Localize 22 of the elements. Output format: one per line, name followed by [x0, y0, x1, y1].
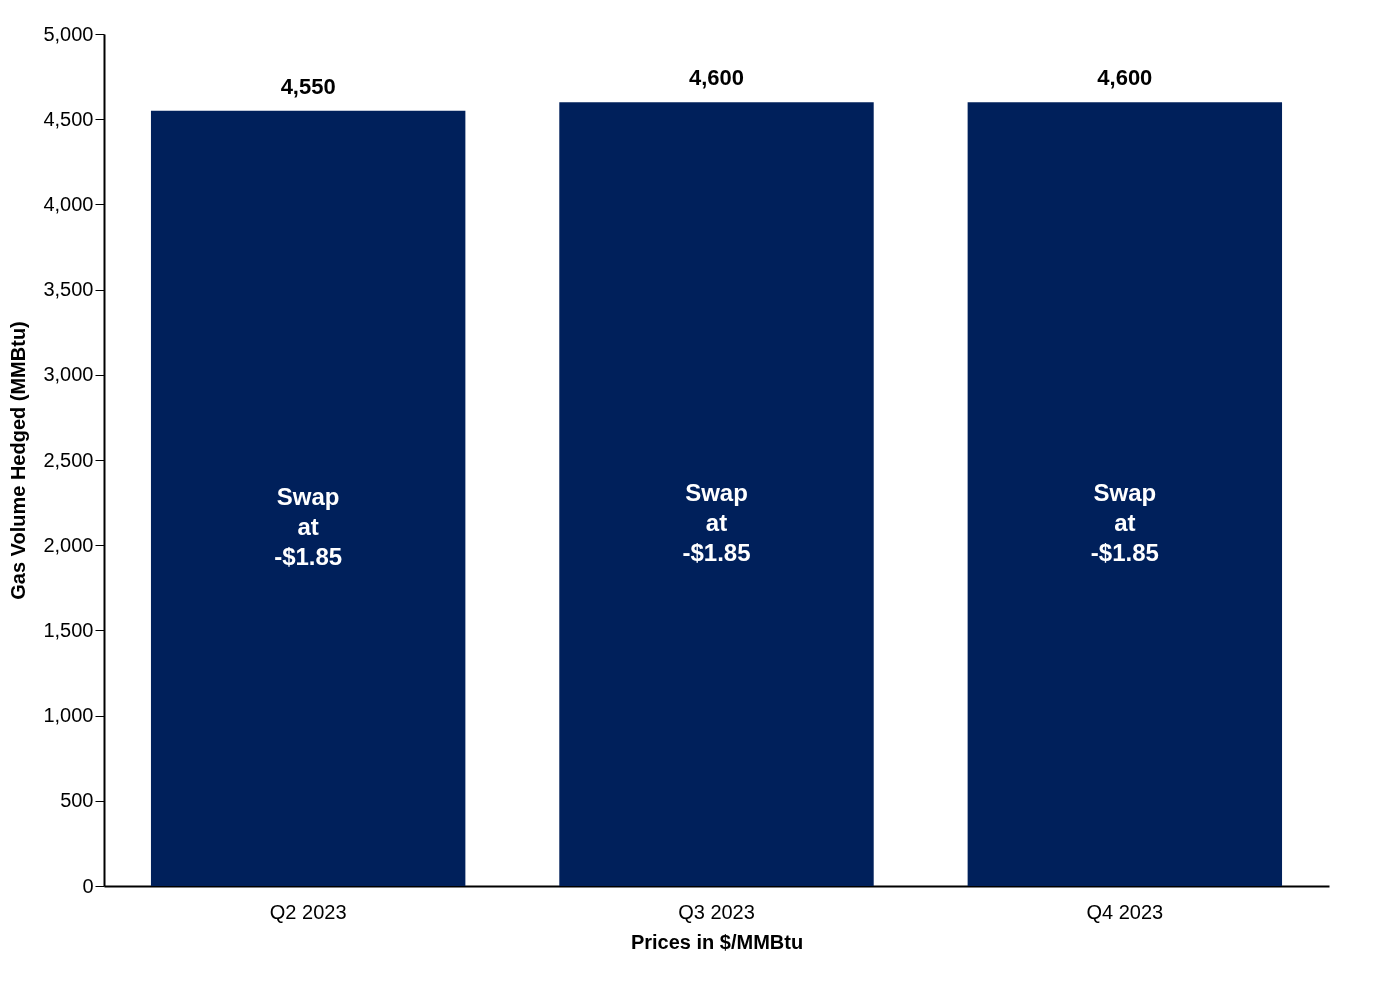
- y-tick-label: 0: [82, 874, 94, 897]
- y-tick-label: 1,500: [43, 618, 94, 641]
- annotation: Swap at -$1.85: [1090, 479, 1159, 567]
- y-tick-label: 2,000: [43, 533, 94, 556]
- y-tick-label: 2,500: [43, 448, 94, 471]
- x-tick-label: Q2 2023: [269, 900, 347, 923]
- data-label: 4,600: [1097, 65, 1153, 91]
- annotation: Swap at -$1.85: [274, 483, 343, 571]
- data-label: 4,600: [688, 65, 745, 91]
- y-tick-label: 500: [60, 789, 94, 812]
- y-tick-label: 5,000: [43, 22, 94, 45]
- x-tick-label: Q4 2023: [1086, 900, 1164, 923]
- y-tick-label: 3,000: [43, 363, 94, 386]
- y-tick-label: 1,000: [43, 704, 94, 727]
- x-axis-title: Prices in $/MMBtu: [630, 930, 804, 953]
- data-label: 4,550: [280, 73, 336, 99]
- y-tick-label: 4,500: [43, 107, 94, 130]
- y-axis-title: Gas Volume Hedged (MMBtu): [7, 321, 30, 600]
- y-tick-label: 4,000: [43, 192, 94, 215]
- x-tick-label: Q3 2023: [678, 900, 755, 923]
- y-tick-label: 3,500: [43, 278, 94, 301]
- annotation: Swap at -$1.85: [682, 479, 751, 567]
